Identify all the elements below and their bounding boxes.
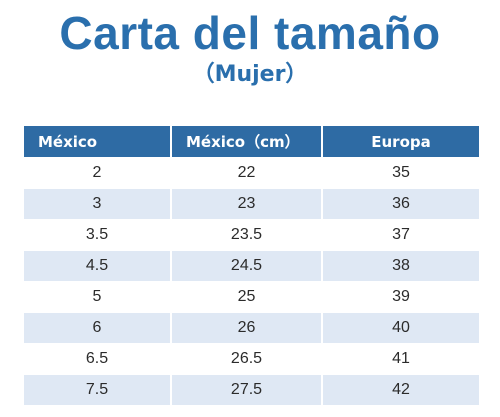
table-row: 3.5 23.5 37 (24, 219, 479, 251)
cell-europa: 38 (322, 250, 479, 282)
cell-europa: 40 (322, 312, 479, 344)
column-header-mexico: México (24, 126, 172, 158)
cell-mexico-cm: 23.5 (171, 219, 323, 251)
column-header-europa: Europa (322, 126, 479, 158)
table-row: 4.5 24.5 38 (24, 250, 479, 282)
table-row: 7.5 27.5 42 (24, 374, 479, 405)
cell-mexico: 6 (24, 312, 172, 344)
cell-mexico-cm: 24.5 (171, 250, 323, 282)
table-header: México México（cm） Europa (24, 126, 479, 158)
cell-europa: 42 (322, 374, 479, 405)
cell-mexico-cm: 23 (171, 188, 323, 220)
cell-europa: 41 (322, 343, 479, 375)
cell-mexico-cm: 22 (171, 157, 323, 189)
cell-europa: 36 (322, 188, 479, 220)
cell-europa: 35 (322, 157, 479, 189)
cell-europa: 39 (322, 281, 479, 313)
cell-mexico-cm: 25 (171, 281, 323, 313)
cell-mexico: 7.5 (24, 374, 172, 405)
table-row: 6.5 26.5 41 (24, 343, 479, 375)
table-row: 5 25 39 (24, 281, 479, 313)
table-row: 6 26 40 (24, 312, 479, 344)
header-row: México México（cm） Europa (24, 126, 479, 158)
cell-mexico-cm: 26.5 (171, 343, 323, 375)
page-title: Carta del tamaño (59, 7, 441, 59)
column-header-mexico-cm: México（cm） (171, 126, 323, 158)
cell-mexico-cm: 27.5 (171, 374, 323, 405)
cell-mexico: 3.5 (24, 219, 172, 251)
table-body: 2 22 35 3 23 36 3.5 23.5 37 4.5 24.5 38 … (24, 157, 479, 405)
cell-mexico: 5 (24, 281, 172, 313)
cell-mexico: 2 (24, 157, 172, 189)
cell-europa: 37 (322, 219, 479, 251)
cell-mexico: 3 (24, 188, 172, 220)
table-row: 2 22 35 (24, 157, 479, 189)
cell-mexico: 4.5 (24, 250, 172, 282)
cell-mexico: 6.5 (24, 343, 172, 375)
size-chart-table: México México（cm） Europa 2 22 35 3 23 36… (24, 126, 479, 405)
table-row: 3 23 36 (24, 188, 479, 220)
cell-mexico-cm: 26 (171, 312, 323, 344)
page-subtitle: （Mujer） (192, 62, 308, 87)
